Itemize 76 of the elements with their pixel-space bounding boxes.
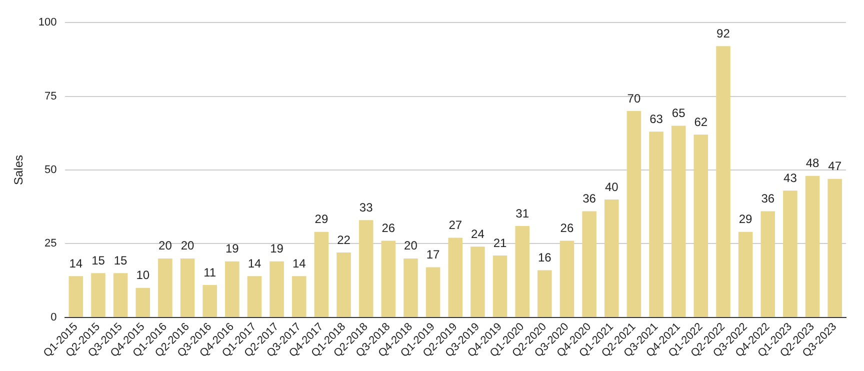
bar [247, 276, 262, 317]
data-label: 16 [538, 250, 552, 265]
data-label: 63 [650, 112, 664, 126]
data-label: 15 [92, 253, 106, 268]
bar [538, 270, 552, 317]
bar [426, 267, 440, 317]
data-label: 70 [627, 91, 641, 106]
bar [68, 276, 84, 317]
bar [604, 199, 619, 317]
bar [292, 276, 306, 317]
data-label: 36 [582, 192, 596, 206]
data-label: 92 [716, 26, 730, 40]
y-tick-label: 75 [44, 90, 57, 102]
data-label: 47 [828, 159, 842, 174]
bar [738, 232, 753, 317]
bar [805, 176, 820, 317]
data-label: 29 [314, 212, 328, 226]
data-label: 22 [337, 232, 351, 247]
bar [448, 238, 463, 317]
bar [113, 273, 128, 317]
data-label: 26 [382, 221, 396, 236]
y-tick-label: 100 [38, 16, 57, 29]
data-label: 14 [69, 256, 83, 270]
data-label: 33 [359, 200, 374, 214]
data-label: 19 [270, 242, 284, 256]
data-label: 20 [158, 238, 172, 253]
data-label: 62 [694, 114, 708, 129]
bar [515, 226, 530, 317]
bar [314, 232, 329, 317]
bar [760, 211, 776, 317]
bar [626, 111, 642, 317]
bar [828, 178, 842, 317]
data-label: 14 [292, 256, 306, 270]
data-label: 48 [806, 156, 820, 170]
bar [671, 126, 686, 317]
bar [470, 246, 485, 317]
bar [560, 240, 574, 317]
bar [136, 288, 150, 317]
data-label: 27 [448, 218, 462, 232]
data-label: 19 [225, 242, 240, 256]
data-label: 40 [604, 180, 619, 194]
y-tick-label: 50 [44, 164, 57, 176]
data-label: 21 [493, 236, 508, 250]
data-label: 65 [672, 106, 686, 120]
data-label: 20 [180, 238, 195, 253]
bar [202, 284, 217, 317]
data-label: 24 [471, 226, 485, 241]
data-label: 26 [560, 221, 574, 236]
bar [358, 220, 374, 317]
bar [180, 258, 195, 317]
y-tick-label: 25 [44, 238, 57, 250]
data-label: 43 [784, 170, 798, 185]
bar [336, 252, 351, 317]
data-label: 36 [761, 192, 775, 206]
bar [225, 261, 240, 317]
data-label: 17 [426, 248, 440, 262]
data-label: 14 [248, 256, 262, 270]
data-label: 20 [404, 238, 418, 253]
bar [158, 258, 172, 317]
data-label: 11 [204, 265, 216, 280]
bar [783, 190, 798, 317]
y-tick-label: 0 [50, 311, 57, 324]
data-label: 29 [738, 212, 753, 226]
data-label: 31 [516, 206, 530, 220]
bar [582, 211, 596, 317]
data-label: 15 [114, 253, 128, 268]
bar [716, 46, 730, 317]
data-label: 10 [136, 268, 150, 282]
bar [381, 240, 396, 317]
bar [404, 258, 418, 317]
bar [492, 255, 508, 317]
bar [91, 273, 106, 317]
bar [694, 134, 708, 317]
bar [270, 261, 284, 317]
bar [649, 132, 664, 317]
y-axis-title: Sales [12, 154, 26, 186]
